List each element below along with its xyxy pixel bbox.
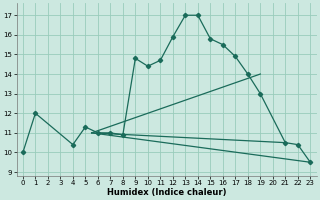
X-axis label: Humidex (Indice chaleur): Humidex (Indice chaleur) [107, 188, 226, 197]
